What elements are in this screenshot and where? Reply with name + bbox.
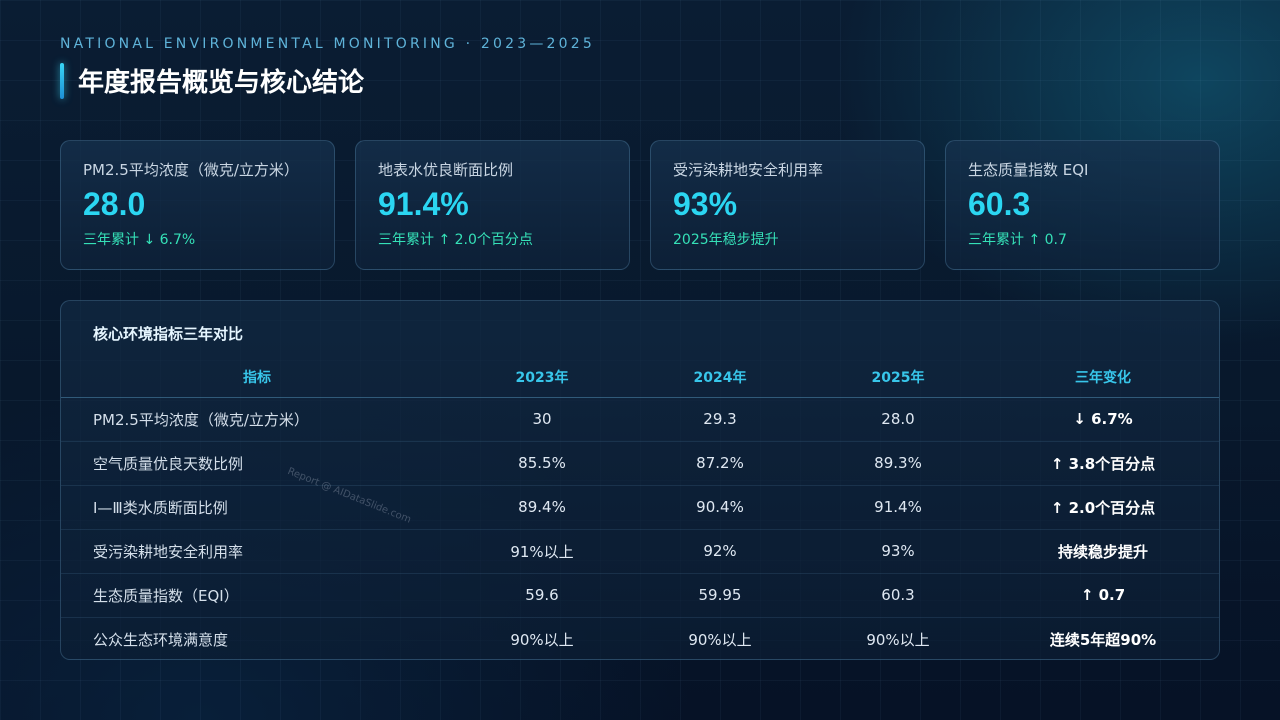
value-2023: 85.5% [453,441,631,486]
kpi-label: PM2.5平均浓度（微克/立方米） [83,161,299,179]
kpi-label: 受污染耕地安全利用率 [673,161,824,179]
page-title: 年度报告概览与核心结论 [78,68,365,98]
kpi-value: 93% [673,186,738,222]
value-2023: 90%以上 [510,630,574,649]
value-2024: 87.2% [631,441,809,486]
table-title: 核心环境指标三年对比 [93,325,244,343]
table-row: 受污染耕地安全利用率 91%以上 92% 93% 持续稳步提升 [61,529,1219,574]
indicator-name: PM2.5平均浓度（微克/立方米） [61,397,453,442]
kpi-note: 2025年稳步提升 [673,232,779,248]
comparison-table-card: 核心环境指标三年对比 指标 2023年 2024年 2025年 三年变化 PM2… [60,300,1220,660]
kpi-card-farmland: 受污染耕地安全利用率 93% 2025年稳步提升 [650,140,925,270]
kpi-note: 三年累计 ↓ 6.7% [83,232,196,248]
indicator-name: 受污染耕地安全利用率 [61,529,453,574]
value-2025: 60.3 [809,573,987,618]
three-year-change: 连续5年超90% [1049,630,1157,649]
kpi-label: 生态质量指数 EQI [968,161,1089,179]
kpi-note: 三年累计 ↑ 0.7 [968,232,1067,248]
kpi-label: 地表水优良断面比例 [378,161,514,179]
three-year-change: ↑ 3.8个百分点 [987,441,1219,486]
title-accent-bar [60,62,64,99]
three-year-change: ↑ 2.0个百分点 [987,485,1219,530]
kpi-note: 三年累计 ↑ 2.0个百分点 [378,232,533,248]
value-2024: 92% [631,529,809,574]
three-year-change: 持续稳步提升 [987,529,1219,574]
value-2023: 89.4% [453,485,631,530]
value-2024: 90%以上 [688,630,752,649]
value-2024: 59.95 [631,573,809,618]
three-year-change: ↑ 0.7 [987,573,1219,618]
value-2023: 59.6 [453,573,631,618]
value-2023: 30 [453,397,631,442]
value-2025: 28.0 [809,397,987,442]
kpi-card-eqi: 生态质量指数 EQI 60.3 三年累计 ↑ 0.7 [945,140,1220,270]
kpi-value: 60.3 [968,186,1031,222]
table-row: Ⅰ—Ⅲ类水质断面比例 89.4% 90.4% 91.4% ↑ 2.0个百分点 [61,485,1219,530]
indicator-name: 生态质量指数（EQI） [61,573,453,618]
column-header: 2024年 [631,357,809,398]
table-row: 空气质量优良天数比例 85.5% 87.2% 89.3% ↑ 3.8个百分点 [61,441,1219,486]
kpi-value: 91.4% [378,186,469,222]
kpi-card-pm25: PM2.5平均浓度（微克/立方米） 28.0 三年累计 ↓ 6.7% [60,140,335,270]
column-header: 2025年 [809,357,987,398]
indicator-name: Ⅰ—Ⅲ类水质断面比例 [61,485,453,530]
column-header: 三年变化 [987,357,1219,398]
kpi-card-surface-water: 地表水优良断面比例 91.4% 三年累计 ↑ 2.0个百分点 [355,140,630,270]
three-year-change: ↓ 6.7% [987,397,1219,442]
page-header: NATIONAL ENVIRONMENTAL MONITORING · 2023… [60,36,595,99]
column-header: 指标 [61,357,453,398]
value-2025: 93% [809,529,987,574]
value-2023: 91%以上 [453,529,631,574]
comparison-table: 指标 2023年 2024年 2025年 三年变化 PM2.5平均浓度（微克/立… [61,357,1219,659]
value-2025: 90%以上 [866,630,930,649]
value-2024: 90.4% [631,485,809,530]
kpi-cards: PM2.5平均浓度（微克/立方米） 28.0 三年累计 ↓ 6.7% 地表水优良… [60,140,1220,270]
column-header: 2023年 [453,357,631,398]
table-row: 生态质量指数（EQI） 59.6 59.95 60.3 ↑ 0.7 [61,573,1219,618]
title-row: 年度报告概览与核心结论 [60,62,595,99]
page-subtitle: NATIONAL ENVIRONMENTAL MONITORING · 2023… [60,36,595,52]
value-2025: 89.3% [809,441,987,486]
value-2024: 29.3 [631,397,809,442]
indicator-name: 公众生态环境满意度 [93,630,229,649]
kpi-value: 28.0 [83,186,146,222]
table-row: PM2.5平均浓度（微克/立方米） 30 29.3 28.0 ↓ 6.7% [61,397,1219,442]
table-header-row: 指标 2023年 2024年 2025年 三年变化 [61,357,1219,398]
table-row: 公众生态环境满意度 90%以上 90%以上 90%以上 连续5年超90% [61,617,1219,659]
indicator-name: 空气质量优良天数比例 [61,441,453,486]
value-2025: 91.4% [809,485,987,530]
